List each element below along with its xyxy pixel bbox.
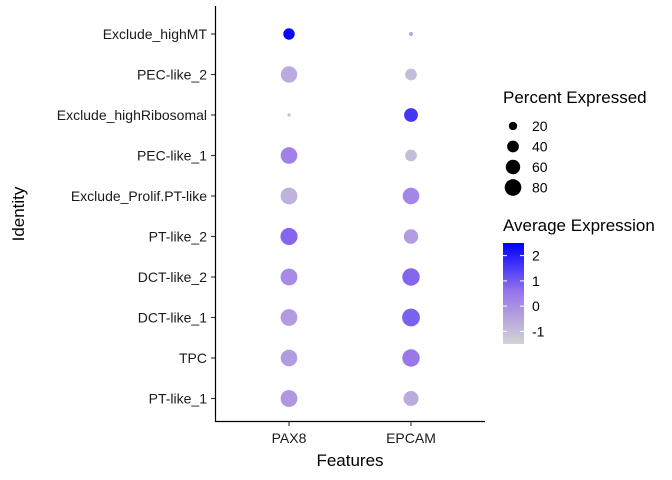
color-legend-tick-label: -1 [532, 323, 545, 339]
y-tick-label: DCT-like_2 [138, 269, 207, 285]
size-legend-items: 20 40 60 80 [504, 118, 548, 196]
color-legend: Average Expression 2 1 0 -1 [503, 216, 655, 344]
y-tick-label: PEC-like_2 [137, 67, 207, 83]
size-legend: Percent Expressed 20 40 60 80 [503, 88, 647, 196]
dot-pt-like-2-epcam [403, 229, 419, 244]
dot-exclude-prolif-pt-like-pax8 [280, 187, 298, 205]
y-tick-label: TPC [179, 350, 207, 366]
size-legend-title: Percent Expressed [503, 88, 647, 107]
dot-pec-like-1-pax8 [280, 147, 298, 164]
dot-pec-like-1-epcam [405, 149, 417, 162]
y-axis-ticks: Exclude_highMT PEC-like_2 Exclude_highRibo… [57, 26, 215, 407]
dot-exclude-prolif-pt-like-epcam [402, 187, 420, 205]
y-tick-label: PT-like_2 [149, 229, 208, 245]
color-legend-tick-label: 0 [532, 298, 540, 314]
dot-dct-like-2-pax8 [280, 268, 298, 286]
plot-area: Exclude_highMT PEC-like_2 Exclude_highRibo… [57, 6, 485, 446]
size-legend-dot [507, 140, 519, 153]
dot-tpc-pax8 [280, 349, 298, 367]
dot-dct-like-1-epcam [402, 308, 420, 327]
dots-layer [280, 28, 420, 407]
size-legend-dot [508, 121, 518, 131]
dot-dct-like-1-pax8 [280, 309, 298, 326]
size-legend-dot [504, 179, 522, 196]
color-legend-title: Average Expression [503, 216, 655, 235]
x-tick-label: PAX8 [272, 430, 307, 446]
y-tick-label: DCT-like_1 [138, 310, 207, 326]
y-axis-title: Identity [9, 186, 28, 241]
x-axis-ticks: PAX8 EPCAM [272, 422, 436, 446]
y-tick-label: PEC-like_1 [137, 148, 207, 164]
color-legend-gradient-bar [503, 243, 524, 344]
dot-pt-like-1-epcam [403, 391, 419, 406]
y-tick-label: PT-like_1 [149, 391, 208, 407]
color-legend-tick-label: 1 [532, 273, 540, 289]
dot-exclude-highribosomal-pax8 [287, 113, 291, 117]
color-legend-tick-label: 2 [532, 248, 540, 264]
y-tick-label: Exclude_highMT [103, 26, 208, 42]
size-legend-label: 20 [532, 118, 548, 134]
x-axis-title: Features [316, 451, 383, 470]
size-legend-label: 60 [532, 159, 548, 175]
color-legend-ticks: 2 1 0 -1 [503, 248, 545, 339]
size-legend-label: 40 [532, 139, 548, 155]
dot-dct-like-2-epcam [402, 268, 420, 286]
dot-pt-like-1-pax8 [280, 390, 298, 407]
y-tick-label: Exclude_Prolif.PT-like [71, 188, 207, 204]
dot-pt-like-2-pax8 [280, 227, 298, 246]
dot-exclude-highmt-epcam [408, 31, 414, 37]
dot-exclude-highribosomal-epcam [404, 108, 418, 122]
size-legend-dot [505, 159, 521, 175]
y-tick-label: Exclude_highRibosomal [57, 107, 207, 123]
size-legend-label: 80 [532, 180, 548, 196]
dot-pec-like-2-pax8 [280, 66, 298, 83]
dot-tpc-epcam [402, 349, 420, 367]
x-tick-label: EPCAM [386, 430, 436, 446]
dot-exclude-highmt-pax8 [283, 28, 295, 40]
dot-pec-like-2-epcam [405, 68, 417, 81]
